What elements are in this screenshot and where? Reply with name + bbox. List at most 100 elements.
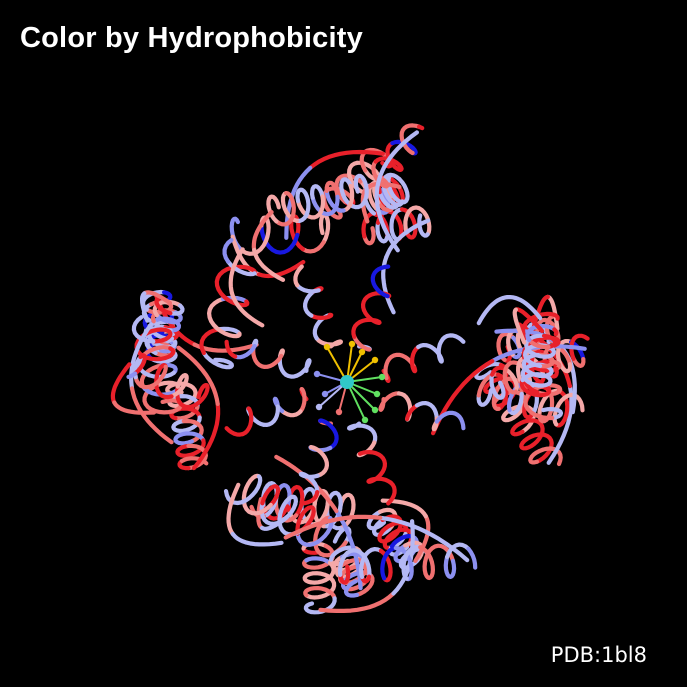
helix-segment (501, 400, 527, 423)
helix-segment (417, 124, 425, 131)
helix-segment (226, 474, 263, 506)
helix-segment (502, 360, 522, 386)
ligand-atom (335, 408, 343, 416)
helix-segment (341, 183, 355, 213)
ligand-atom (373, 390, 381, 398)
loop-segment (512, 307, 527, 345)
helix-segment (445, 542, 471, 560)
pore-helix-segment (436, 333, 466, 364)
pore-helix-segment (298, 471, 320, 495)
ligand-atom (358, 348, 366, 356)
helix-segment (571, 356, 586, 368)
helix-segment (222, 238, 234, 264)
central-ion (340, 375, 354, 389)
helix-segment (154, 363, 174, 400)
helix-segment (260, 484, 281, 508)
pore-helix-segment (383, 352, 417, 381)
helix-segment (524, 333, 547, 359)
loop-segment (256, 259, 306, 279)
pore-helix-segment (405, 403, 420, 422)
helix-segment (542, 347, 556, 359)
ligand-atom (315, 403, 323, 411)
pore-helix-segment (224, 339, 238, 359)
loop-segment (112, 400, 157, 415)
ligand-bond (346, 381, 366, 421)
helix-segment (549, 359, 562, 371)
helix-segment (338, 564, 351, 585)
helix-segment (324, 188, 346, 213)
helix-segment (377, 190, 399, 210)
helix-segment (295, 531, 324, 547)
pore-helix-segment (298, 387, 307, 414)
helix-segment (303, 586, 337, 601)
helix-segment (389, 207, 405, 242)
helix-segment (466, 546, 478, 570)
loop-segment (384, 218, 431, 260)
pore-helix-segment (277, 353, 309, 379)
pore-helix-segment (361, 308, 382, 325)
helix-segment (277, 494, 302, 537)
loop-segment (318, 591, 396, 613)
loop-segment (505, 295, 543, 321)
helix-segment (199, 327, 222, 356)
loop-segment (283, 514, 383, 540)
pore-helix-segment (370, 264, 391, 299)
helix-segment (519, 429, 545, 451)
pore-helix-segment (309, 312, 334, 320)
helix-segment (359, 574, 372, 584)
loop-segment (476, 295, 510, 326)
helix-segment (548, 446, 563, 467)
helix-segment (399, 123, 422, 156)
helix-segment (337, 548, 372, 579)
pore-helix-segment (361, 291, 387, 313)
pore-helix-segment (293, 264, 304, 288)
loop-segment (176, 345, 220, 406)
helix-segment (343, 579, 360, 598)
loop-segment (191, 401, 221, 471)
loop-segment (140, 291, 150, 323)
pore-helix-segment (304, 358, 312, 373)
helix-segment (141, 345, 173, 358)
helix-segment (310, 184, 325, 200)
loop-segment (252, 247, 286, 282)
loop-segment (229, 290, 265, 328)
helix-segment (401, 544, 423, 581)
loop-segment (374, 184, 400, 253)
pore-helix-segment (224, 426, 245, 437)
helix-segment (310, 194, 340, 217)
helix-segment (126, 371, 138, 379)
helix-segment (476, 388, 494, 407)
ligand-atom (378, 373, 386, 381)
helix-segment (554, 389, 570, 428)
pore-helix-segment (308, 445, 329, 478)
pore-helix-segment (318, 418, 339, 450)
ligand-atom (371, 356, 379, 364)
loop-segment (334, 508, 363, 591)
ligand-atom (371, 406, 379, 414)
helix-segment (552, 327, 559, 337)
helix-segment (362, 226, 376, 246)
helix-segment (169, 373, 189, 399)
helix-segment (535, 311, 560, 321)
helix-segment (541, 407, 564, 421)
helix-segment (304, 591, 331, 600)
helix-segment (152, 299, 183, 318)
helix-segment (403, 205, 432, 237)
helix-segment (296, 194, 326, 220)
helix-segment (259, 223, 300, 255)
helix-segment (507, 391, 524, 416)
pore-helix-segment (366, 476, 393, 485)
loop-segment (230, 531, 284, 547)
loop-segment (308, 149, 385, 170)
helix-segment (168, 303, 185, 316)
helix-segment (527, 338, 551, 350)
loop-segment (142, 290, 173, 306)
pore-helix-segment (314, 336, 343, 349)
helix-segment (490, 365, 509, 377)
helix-segment (154, 297, 173, 316)
helix-segment (375, 220, 390, 244)
helix-segment (150, 308, 178, 324)
helix-segment (207, 296, 242, 339)
helix-segment (572, 333, 590, 341)
